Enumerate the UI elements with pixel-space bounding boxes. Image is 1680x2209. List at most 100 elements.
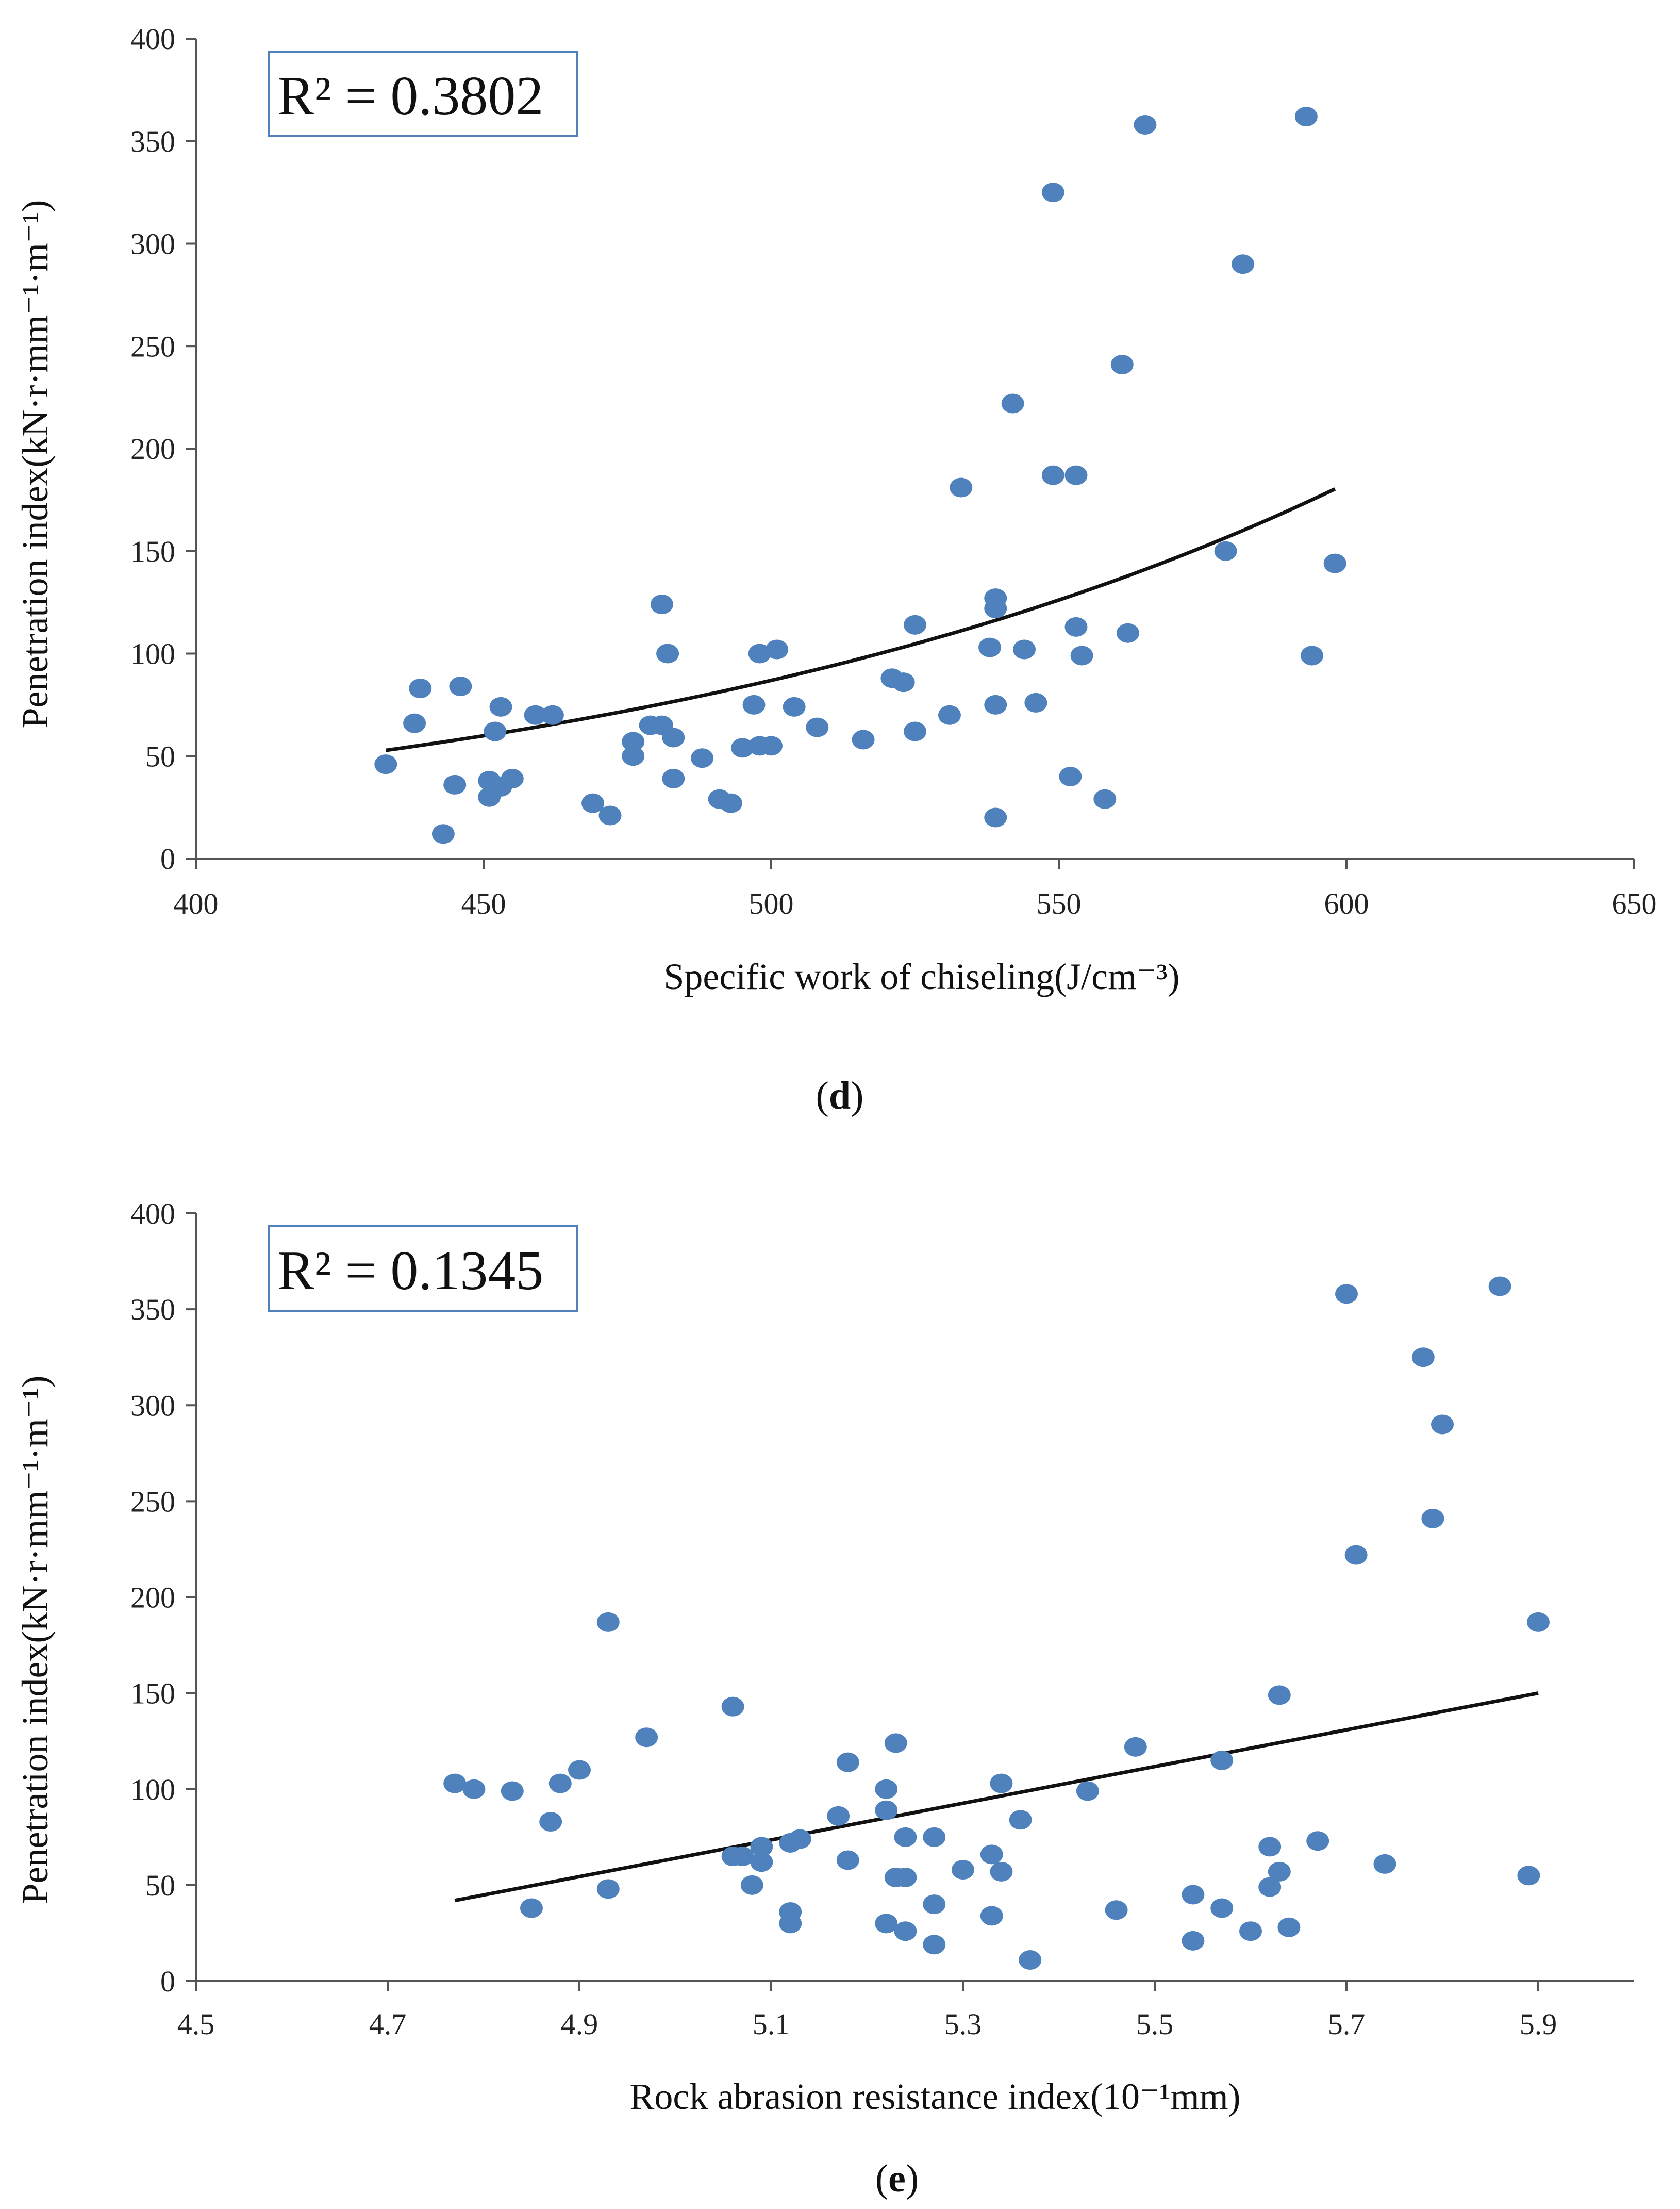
data-point: [1301, 646, 1324, 666]
data-point: [1041, 465, 1064, 485]
caption-letter: d: [829, 1074, 851, 1117]
data-point: [524, 705, 547, 725]
data-point: [875, 1914, 898, 1934]
data-point: [904, 615, 926, 635]
data-point: [836, 1752, 859, 1772]
data-point: [1013, 639, 1036, 660]
chart-panel-e: Rock abrasion resistance index(10⁻¹mm) P…: [14, 1197, 1634, 2200]
data-point: [1323, 553, 1346, 573]
r2-box: [268, 1225, 578, 1312]
data-point: [596, 1879, 620, 1899]
data-point: [1335, 1284, 1358, 1304]
x-tick-label: 5.7: [1328, 2007, 1366, 2041]
data-point: [1268, 1685, 1291, 1705]
data-point: [950, 477, 973, 498]
data-point: [731, 1847, 754, 1867]
data-point: [721, 1696, 744, 1717]
data-point: [980, 1906, 1003, 1926]
data-point: [622, 746, 645, 766]
data-point: [760, 736, 783, 756]
data-point: [1070, 646, 1093, 666]
data-point: [984, 807, 1007, 828]
data-point: [409, 679, 432, 699]
data-point: [1064, 617, 1088, 637]
data-point: [1421, 1508, 1444, 1528]
data-point: [650, 595, 673, 615]
x-axis-title: Rock abrasion resistance index(10⁻¹mm): [629, 2076, 1240, 2117]
data-point: [541, 705, 564, 725]
data-point: [1232, 254, 1255, 274]
data-point: [1306, 1831, 1329, 1851]
y-tick-label: 400: [130, 1197, 175, 1230]
data-point: [923, 1894, 946, 1915]
y-tick-label: 50: [145, 1869, 175, 1902]
data-point: [1134, 114, 1157, 135]
x-tick-label: 5.9: [1520, 2007, 1557, 2041]
data-point: [1411, 1347, 1435, 1367]
data-point: [501, 768, 524, 788]
y-tick-label: 150: [130, 1677, 175, 1710]
y-tick-label: 400: [130, 22, 175, 56]
data-point: [691, 748, 714, 768]
y-tick-label: 200: [130, 1581, 175, 1614]
data-point: [750, 1837, 773, 1857]
panel-caption: (e): [875, 2157, 919, 2200]
y-tick-label: 100: [130, 637, 175, 671]
data-point: [443, 774, 467, 795]
data-point: [938, 705, 961, 725]
data-point: [779, 1902, 802, 1922]
data-point: [1059, 767, 1082, 786]
data-point: [1268, 1861, 1291, 1882]
y-tick-label: 250: [130, 329, 175, 363]
data-point: [719, 793, 742, 813]
data-point: [836, 1850, 859, 1870]
data-point: [742, 695, 766, 715]
data-point: [1277, 1917, 1301, 1937]
data-point: [374, 754, 397, 774]
data-point: [635, 1727, 658, 1748]
data-point: [806, 717, 829, 737]
r2-label: R² = 0.3802: [277, 65, 543, 127]
data-point: [990, 1861, 1013, 1882]
y-axis-title: Penetration index(kN·r·mm⁻¹·m⁻¹): [14, 200, 56, 729]
data-point: [1344, 1545, 1368, 1565]
x-tick-label: 5.3: [944, 2007, 982, 2041]
x-tick-label: 5.1: [753, 2007, 790, 2041]
data-point: [1041, 183, 1064, 203]
data-point: [892, 672, 915, 693]
data-point: [740, 1875, 763, 1895]
data-point: [1001, 393, 1024, 414]
x-tick-label: 450: [461, 887, 506, 920]
data-point: [748, 644, 771, 664]
y-tick-label: 250: [130, 1485, 175, 1518]
y-tick-label: 300: [130, 1389, 175, 1422]
data-point: [923, 1935, 946, 1955]
data-point: [1110, 355, 1134, 375]
data-point: [904, 721, 926, 741]
data-point: [1517, 1866, 1540, 1886]
panel-caption: (d): [816, 1074, 864, 1117]
data-point: [1024, 693, 1047, 713]
data-point: [520, 1898, 543, 1918]
data-point: [1527, 1612, 1550, 1632]
x-tick-label: 650: [1612, 887, 1657, 920]
data-point: [449, 677, 472, 697]
x-tick-label: 4.9: [561, 2007, 598, 2041]
data-point: [827, 1806, 850, 1826]
data-point: [978, 637, 1002, 657]
data-point: [489, 697, 512, 717]
data-point: [980, 1844, 1003, 1865]
data-point: [984, 695, 1007, 715]
r2-box: [268, 51, 578, 137]
data-point: [788, 1829, 811, 1849]
data-point: [875, 1800, 898, 1820]
data-point: [501, 1781, 524, 1801]
data-point: [1076, 1781, 1099, 1801]
data-point: [894, 1921, 917, 1941]
x-axis-title: Specific work of chiseling(J/cm⁻³): [663, 956, 1179, 997]
data-point: [403, 713, 426, 733]
data-point: [1210, 1750, 1234, 1770]
data-point: [443, 1773, 467, 1793]
data-point: [1258, 1837, 1282, 1857]
